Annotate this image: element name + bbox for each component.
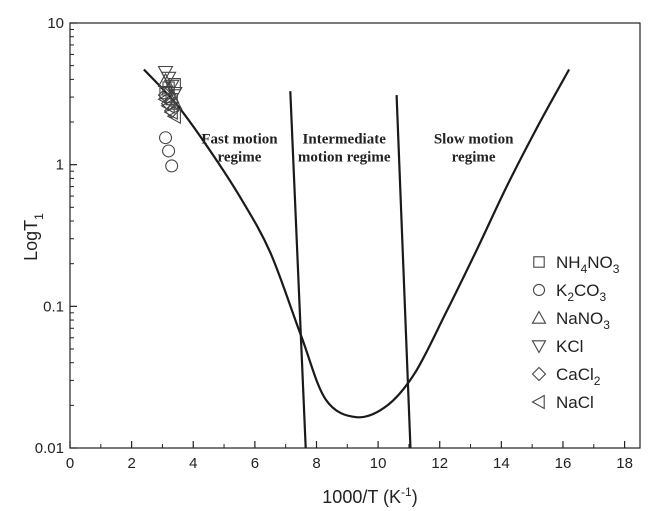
regime-label-2: Intermediate motion regime bbox=[298, 131, 391, 165]
legend-marker bbox=[531, 366, 547, 382]
regime-boundary-2 bbox=[395, 95, 412, 449]
data-point bbox=[163, 104, 178, 121]
data-point bbox=[160, 71, 177, 87]
y-tick-label: 1 bbox=[56, 157, 64, 174]
x-tick-label: 10 bbox=[370, 455, 387, 472]
legend-marker bbox=[533, 256, 545, 268]
regime-label-3: Slow motion regime bbox=[434, 131, 514, 165]
x-tick-label: 2 bbox=[127, 455, 135, 472]
relaxation-curve bbox=[143, 68, 571, 419]
data-point bbox=[165, 159, 179, 173]
regime-label-1: Fast motion regime bbox=[201, 131, 278, 165]
axis-titles: 1000/T (K-1) LogT1 bbox=[21, 213, 418, 507]
series-1-points bbox=[159, 131, 179, 173]
y-tick-label: 10 bbox=[47, 15, 64, 32]
x-tick-label: 8 bbox=[312, 455, 320, 472]
data-point bbox=[160, 97, 175, 114]
x-tick-label: 6 bbox=[251, 455, 259, 472]
y-axis: 0.01 0.1 1 10 bbox=[35, 15, 77, 457]
x-tick-label: 18 bbox=[616, 455, 633, 472]
legend-label: NaNO3 bbox=[556, 309, 610, 332]
x-tick-label: 12 bbox=[431, 455, 448, 472]
legend-marker bbox=[531, 394, 545, 410]
series-5-points bbox=[157, 91, 181, 125]
x-tick-label: 16 bbox=[555, 455, 572, 472]
x-tick-label: 4 bbox=[189, 455, 197, 472]
y-tick-label: 0.1 bbox=[43, 298, 64, 315]
legend-label: NH4NO3 bbox=[556, 253, 620, 276]
x-axis: 0 2 4 6 8 10 12 14 16 18 bbox=[66, 441, 633, 472]
data-point bbox=[157, 91, 172, 108]
y-tick-label: 0.01 bbox=[35, 440, 64, 457]
legend-marker bbox=[531, 310, 547, 324]
series-3-points bbox=[157, 65, 183, 102]
data-point bbox=[159, 131, 173, 145]
legend-label: CaCl2 bbox=[556, 365, 601, 388]
plot-frame bbox=[69, 22, 641, 449]
x-tick-label: 14 bbox=[493, 455, 510, 472]
regime-boundary-1 bbox=[289, 91, 307, 449]
x-tick-label: 0 bbox=[66, 455, 74, 472]
legend-label: K2CO3 bbox=[556, 281, 607, 304]
x-axis-title: 1000/T (K-1) bbox=[322, 485, 417, 507]
data-point bbox=[166, 108, 181, 125]
legend-marker bbox=[532, 283, 546, 297]
data-point bbox=[162, 144, 176, 158]
legend-marker bbox=[531, 340, 547, 354]
legend-label: NaCl bbox=[556, 393, 594, 412]
legend: NH4NO3 K2CO3 NaNO3 KCl CaCl2 NaCl bbox=[531, 253, 620, 412]
legend-label: KCl bbox=[556, 337, 583, 356]
data-point bbox=[160, 95, 177, 112]
y-axis-title: LogT1 bbox=[21, 213, 46, 261]
data-point bbox=[163, 79, 180, 95]
